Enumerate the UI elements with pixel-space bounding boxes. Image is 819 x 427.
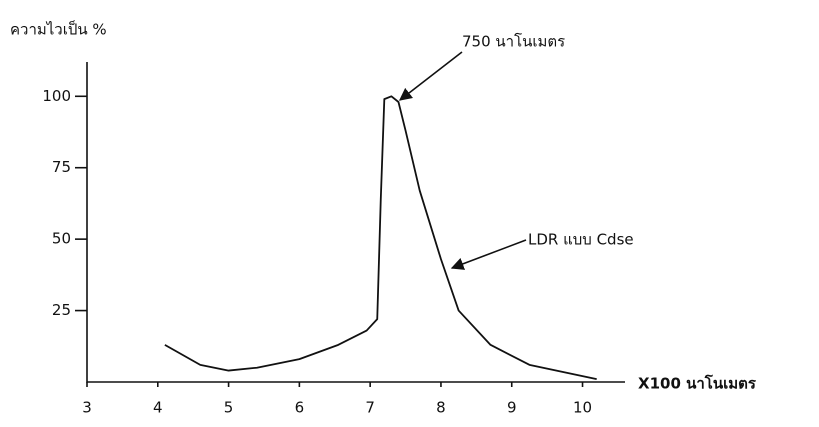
y-tick-label: 75 xyxy=(52,158,71,176)
series-label: LDR แบบ Cdse xyxy=(528,231,634,249)
x-tick-label: 9 xyxy=(507,399,517,417)
x-tick-label: 8 xyxy=(436,399,446,417)
y-tick-label: 100 xyxy=(42,87,71,105)
x-axis-label: X100 นาโนเมตร xyxy=(638,374,757,393)
axes xyxy=(86,62,625,383)
x-tick-label: 3 xyxy=(82,399,92,417)
annotation: 750 นาโนเมตร xyxy=(462,33,565,51)
data-line xyxy=(164,95,597,381)
x-tick-label: 4 xyxy=(153,399,163,417)
x-tick-label: 5 xyxy=(224,399,234,417)
series-label-arrow xyxy=(450,239,527,270)
x-tick-label: 6 xyxy=(295,399,305,417)
annotation-arrow xyxy=(398,51,463,101)
y-tick-label: 50 xyxy=(52,230,71,248)
x-tick-label: 10 xyxy=(573,399,592,417)
y-axis-label: ความไวเป็น % xyxy=(10,20,107,39)
x-tick-label: 7 xyxy=(365,399,375,417)
y-tick-label: 25 xyxy=(52,301,71,319)
